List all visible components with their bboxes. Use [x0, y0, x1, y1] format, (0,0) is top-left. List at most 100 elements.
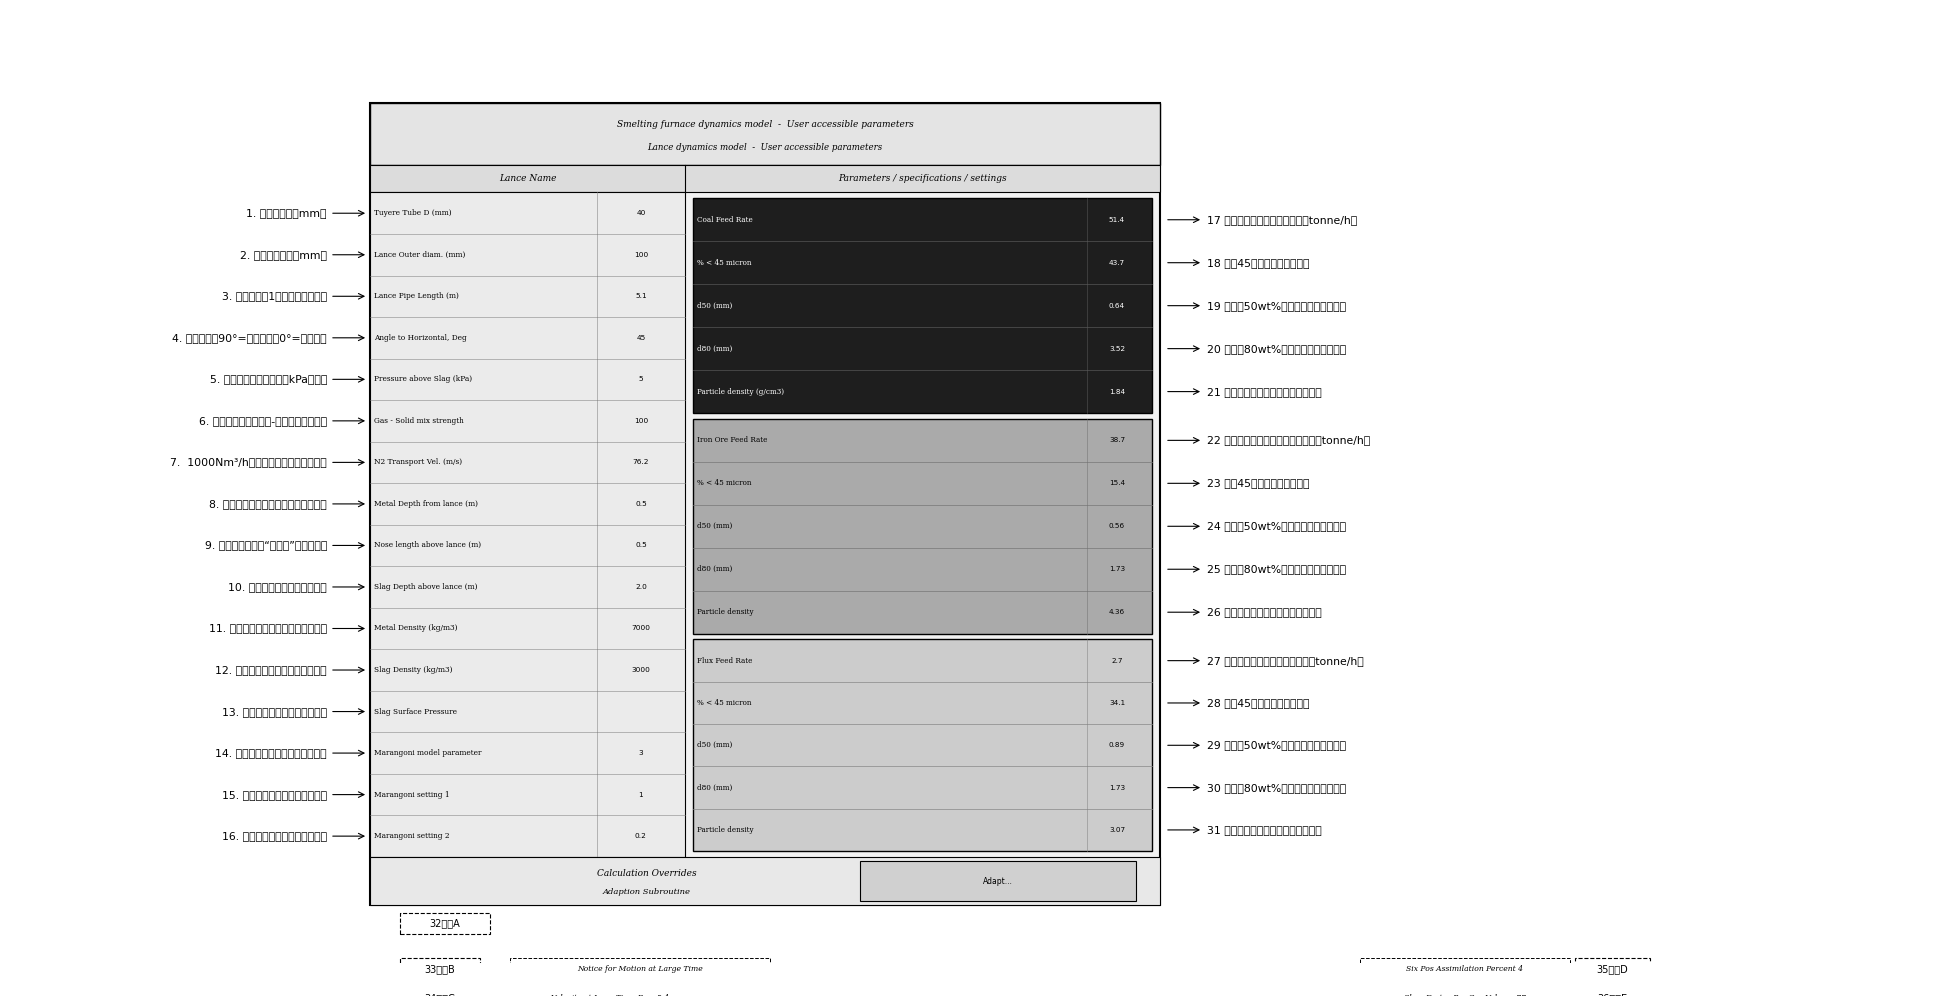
Text: Adapt...: Adapt... — [983, 876, 1014, 885]
Text: 6. 在啤枪端部处的气体-固体混合物的强度: 6. 在啤枪端部处的气体-固体混合物的强度 — [198, 416, 326, 426]
Text: Slag Depth above lance (m): Slag Depth above lance (m) — [375, 583, 478, 591]
Text: 100: 100 — [633, 252, 649, 258]
Text: 1. 注入管内径（mm）: 1. 注入管内径（mm） — [247, 208, 326, 218]
Text: 1.73: 1.73 — [1109, 785, 1124, 791]
Text: 14. 麦克马斯顿模型参数（固定値）: 14. 麦克马斯顿模型参数（固定値） — [216, 748, 326, 758]
Bar — [371, 103, 1159, 165]
Text: Particle density: Particle density — [697, 609, 753, 617]
Text: 1.84: 1.84 — [1109, 388, 1124, 394]
Text: 2. 注入啤枪外径（mm）: 2. 注入啤枪外径（mm） — [241, 250, 326, 260]
Bar — [511, 987, 711, 996]
Text: 4. 啤枪角度：90°=垂直方向，0°=水平方向: 4. 啤枪角度：90°=垂直方向，0°=水平方向 — [173, 333, 326, 343]
Text: Notice for Motion at Large Time: Notice for Motion at Large Time — [577, 965, 703, 973]
Text: Lance Name: Lance Name — [499, 174, 555, 183]
Text: N2 Transport Vel. (m/s): N2 Transport Vel. (m/s) — [375, 458, 462, 466]
Bar — [511, 958, 769, 980]
Text: 28 小于45毫米的颗粒的百分比: 28 小于45毫米的颗粒的百分比 — [1208, 698, 1309, 708]
Text: Particle density (g/cm3): Particle density (g/cm3) — [697, 387, 785, 395]
Text: Adaption Subroutine: Adaption Subroutine — [602, 887, 691, 895]
Text: Slam Factor Per Gas Volume 77: Slam Factor Per Gas Volume 77 — [1404, 994, 1526, 996]
Text: 27 供应到啤枪的渣剂的供给速度（tonne/h）: 27 供应到啤枪的渣剂的供给速度（tonne/h） — [1208, 655, 1363, 665]
Text: 3.07: 3.07 — [1109, 827, 1124, 833]
Text: 35说明D: 35说明D — [1596, 964, 1629, 974]
Text: Metal Density (kg/m3): Metal Density (kg/m3) — [375, 624, 458, 632]
Text: Lance dynamics model  -  User accessible parameters: Lance dynamics model - User accessible p… — [647, 143, 882, 152]
Text: 16. 麦克马斯顿设定値（固定値）: 16. 麦克马斯顿设定値（固定値） — [221, 831, 326, 842]
Text: 45: 45 — [637, 335, 645, 341]
Bar — [371, 165, 1159, 192]
Text: 43.7: 43.7 — [1109, 260, 1124, 266]
Text: 34说明C: 34说明C — [425, 993, 454, 996]
Text: 2.7: 2.7 — [1111, 657, 1122, 663]
Text: 21 有效的颗粒密度（包括内孔隙隙）: 21 有效的颗粒密度（包括内孔隙隙） — [1208, 386, 1323, 396]
Text: 36说明E: 36说明E — [1598, 993, 1627, 996]
Text: Lance Pipe Length (m): Lance Pipe Length (m) — [375, 292, 458, 300]
Text: 7000: 7000 — [631, 625, 651, 631]
Text: 18 小于45毫米的颗粒的百分比: 18 小于45毫米的颗粒的百分比 — [1208, 258, 1309, 268]
Text: d80 (mm): d80 (mm) — [697, 784, 732, 792]
Text: 3. 具有上面（1）的直径的管长度: 3. 具有上面（1）的直径的管长度 — [221, 291, 326, 301]
Text: % < 45 micron: % < 45 micron — [697, 479, 752, 487]
Text: d80 (mm): d80 (mm) — [697, 345, 732, 353]
Text: Tuyere Tube D (mm): Tuyere Tube D (mm) — [375, 209, 452, 217]
Text: Marangoni model parameter: Marangoni model parameter — [375, 749, 482, 757]
Text: 3.52: 3.52 — [1109, 346, 1124, 352]
Text: 29 重量比50wt%的颗粒的尺寸小于故値: 29 重量比50wt%的颗粒的尺寸小于故値 — [1208, 740, 1346, 750]
Text: 26 有效的颗粒密度（包括内孔隙隙）: 26 有效的颗粒密度（包括内孔隙隙） — [1208, 608, 1323, 618]
Text: 38.7: 38.7 — [1109, 437, 1124, 443]
Text: d80 (mm): d80 (mm) — [697, 566, 732, 574]
Bar — [693, 639, 1152, 852]
Text: 0.64: 0.64 — [1109, 303, 1124, 309]
Text: 19 重量比50wt%的颗粒的尺寸小于故値: 19 重量比50wt%的颗粒的尺寸小于故値 — [1208, 301, 1346, 311]
Bar — [860, 861, 1136, 901]
Text: 17 供应到啤枪的煤的供给速度（tonne/h）: 17 供应到啤枪的煤的供给速度（tonne/h） — [1208, 215, 1357, 225]
Text: 76.2: 76.2 — [633, 459, 649, 465]
Text: 30 重量比80wt%的颗粒的尺寸小于故値: 30 重量比80wt%的颗粒的尺寸小于故値 — [1208, 783, 1346, 793]
Bar — [1575, 987, 1651, 996]
Text: 15.4: 15.4 — [1109, 480, 1124, 486]
Text: 23 小于45毫米的颗粒的百分比: 23 小于45毫米的颗粒的百分比 — [1208, 478, 1309, 488]
Text: 40: 40 — [637, 210, 645, 216]
Text: 12. 炉渣的密度（有气泡的情况下）: 12. 炉渣的密度（有气泡的情况下） — [216, 665, 326, 675]
Text: 20 重量比80wt%的颗粒的尺寸小于故値: 20 重量比80wt%的颗粒的尺寸小于故値 — [1208, 344, 1346, 354]
Text: 1: 1 — [639, 792, 643, 798]
Text: Lance Outer diam. (mm): Lance Outer diam. (mm) — [375, 251, 466, 259]
Text: Parameters / specifications / settings: Parameters / specifications / settings — [839, 174, 1006, 183]
Bar — [371, 192, 686, 857]
Text: 22 供应到啤枪的铁矿石的供给速度（tonne/h）: 22 供应到啤枪的铁矿石的供给速度（tonne/h） — [1208, 435, 1371, 445]
Text: 4.36: 4.36 — [1109, 610, 1124, 616]
Bar — [1359, 987, 1569, 996]
Text: 25 重量比80wt%的颗粒的尺寸小于故値: 25 重量比80wt%的颗粒的尺寸小于故値 — [1208, 565, 1346, 575]
Text: Gas - Solid mix strength: Gas - Solid mix strength — [375, 417, 464, 425]
Text: Calculation Overrides: Calculation Overrides — [596, 870, 697, 878]
Text: 51.4: 51.4 — [1109, 217, 1124, 223]
Text: d50 (mm): d50 (mm) — [697, 741, 732, 749]
Text: 15. 麦克马斯顿设定値（固定値）: 15. 麦克马斯顿设定値（固定値） — [221, 790, 326, 800]
Text: 0.5: 0.5 — [635, 501, 647, 507]
Bar — [371, 857, 1159, 905]
Bar — [400, 987, 480, 996]
Text: Smelting furnace dynamics model  -  User accessible parameters: Smelting furnace dynamics model - User a… — [618, 121, 913, 129]
Text: Nose length above lance (m): Nose length above lance (m) — [375, 542, 482, 550]
Text: 3000: 3000 — [631, 667, 651, 673]
Text: 32说明A: 32说明A — [429, 918, 460, 928]
Text: d50 (mm): d50 (mm) — [697, 302, 732, 310]
Text: Pressure above Slag (kPa): Pressure above Slag (kPa) — [375, 375, 472, 383]
Text: 0.56: 0.56 — [1109, 523, 1124, 529]
Text: Velocity at LayerTime Rs... 5.4: Velocity at LayerTime Rs... 5.4 — [552, 994, 668, 996]
Text: 8. 从清洁的啤枪端部到金属的垂直距离: 8. 从清洁的啤枪端部到金属的垂直距离 — [210, 499, 326, 509]
Text: 24 重量比50wt%的颗粒的尺寸小于故値: 24 重量比50wt%的颗粒的尺寸小于故値 — [1208, 521, 1346, 531]
Text: 0.5: 0.5 — [635, 543, 647, 549]
Bar — [1575, 958, 1651, 980]
Text: 3: 3 — [639, 750, 643, 756]
Text: 11. 金属的密度（没有气泡的情况下）: 11. 金属的密度（没有气泡的情况下） — [210, 623, 326, 633]
Text: 10. 啤枪的渣部上方炉渣的高度: 10. 啤枪的渣部上方炉渣的高度 — [229, 582, 326, 592]
Text: Angle to Horizontal, Deg: Angle to Horizontal, Deg — [375, 334, 466, 342]
Text: Slag Density (kg/m3): Slag Density (kg/m3) — [375, 666, 452, 674]
Bar — [400, 958, 480, 980]
Text: 0.89: 0.89 — [1109, 742, 1124, 748]
Text: % < 45 micron: % < 45 micron — [697, 699, 752, 707]
Text: 33说明B: 33说明B — [425, 964, 454, 974]
Text: Six Pos Assimilation Percent 4: Six Pos Assimilation Percent 4 — [1406, 965, 1524, 973]
Text: 5. 在炉渣层上方的压力（kPa规格）: 5. 在炉渣层上方的压力（kPa规格） — [210, 374, 326, 384]
